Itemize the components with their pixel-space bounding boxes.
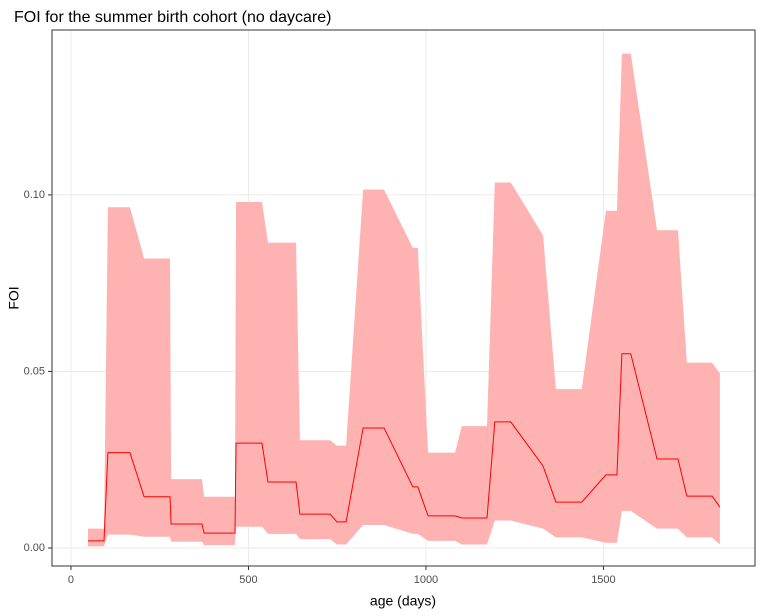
plot-border <box>51 29 756 567</box>
x-axis-title: age (days) <box>370 593 436 609</box>
y-tick-label: 0.00 <box>24 542 45 554</box>
y-axis-title: FOI <box>6 286 22 309</box>
line <box>88 353 721 542</box>
y-tick-label: 0.10 <box>24 189 45 201</box>
chart-title: FOI for the summer birth cohort (no dayc… <box>14 9 331 26</box>
confidence-band <box>88 53 720 547</box>
x-tick-label: 1500 <box>591 574 615 586</box>
x-tick-label: 500 <box>239 574 257 586</box>
x-tick-label: 1000 <box>414 574 438 586</box>
x-tick-label: 0 <box>68 574 74 586</box>
y-tick-label: 0.05 <box>24 365 45 377</box>
